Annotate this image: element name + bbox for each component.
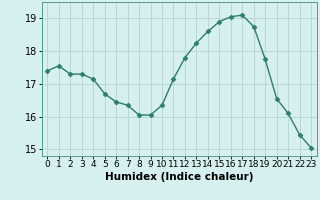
X-axis label: Humidex (Indice chaleur): Humidex (Indice chaleur) xyxy=(105,172,253,182)
